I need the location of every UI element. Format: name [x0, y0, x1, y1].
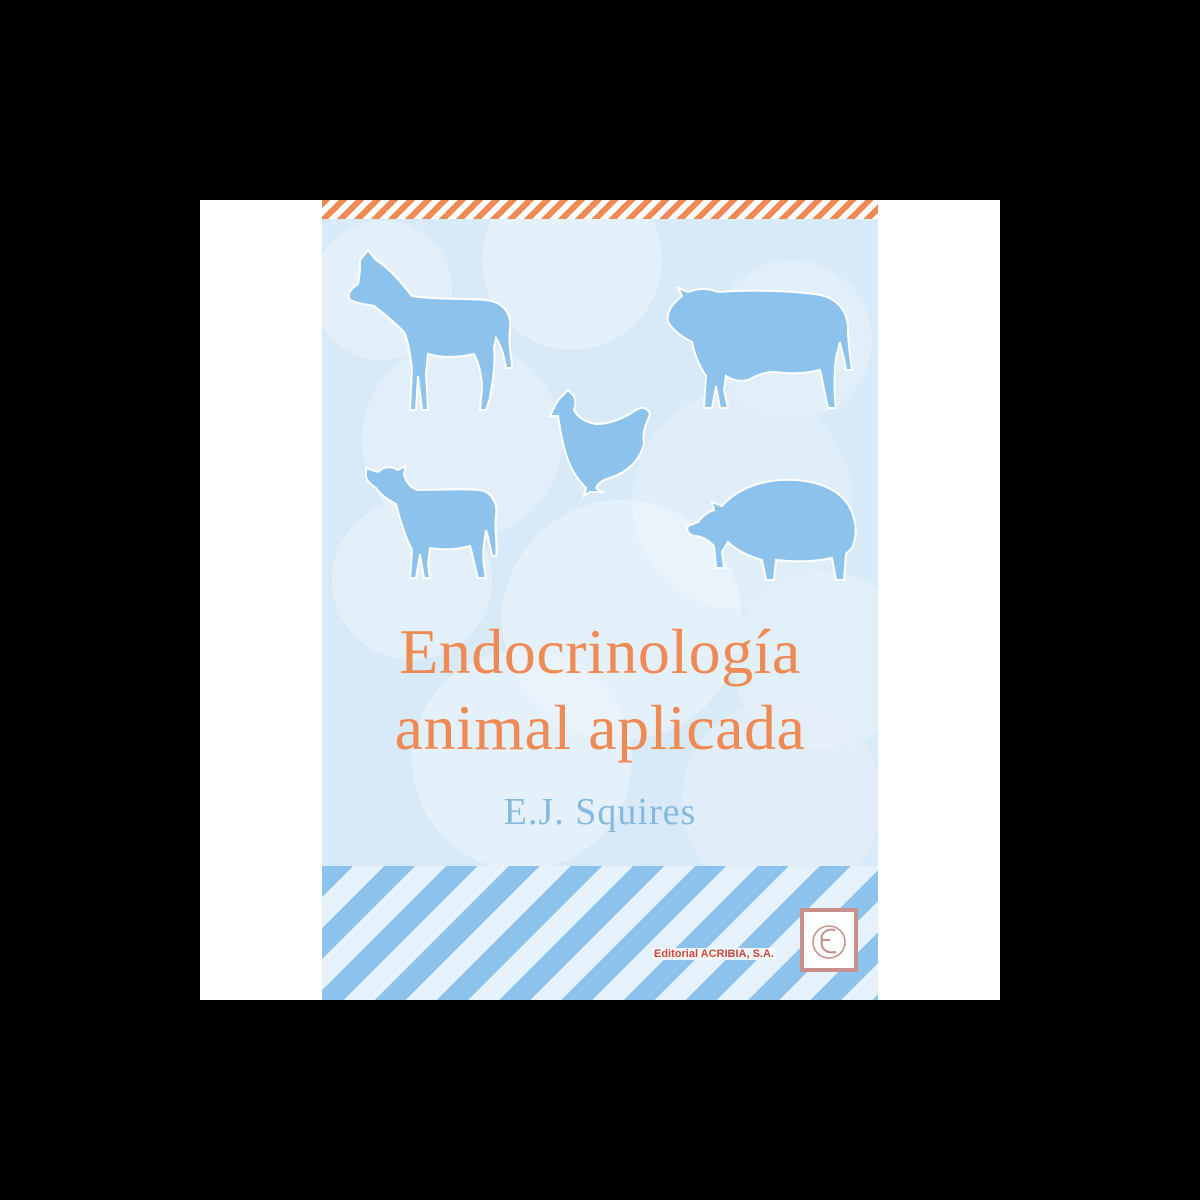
- pig-icon: [686, 478, 857, 581]
- top-orange-stripe: [322, 200, 878, 219]
- book-cover: Endocrinología animal aplicada E.J. Squi…: [322, 200, 878, 1000]
- book-author: E.J. Squires: [503, 791, 697, 833]
- calf-icon: [365, 464, 498, 579]
- bottom-blue-stripes: [322, 866, 878, 1000]
- horse-icon: [347, 248, 514, 411]
- publisher-logo-icon: [800, 908, 858, 972]
- bull-icon: [666, 286, 854, 409]
- publisher-name: Editorial ACRIBIA, S.A.: [652, 948, 776, 960]
- page-canvas: Endocrinología animal aplicada E.J. Squi…: [200, 200, 1000, 1000]
- hen-icon: [548, 388, 652, 499]
- book-title-line-1: Endocrinología: [399, 616, 801, 687]
- book-title-line-2: animal aplicada: [394, 692, 806, 763]
- book-title: Endocrinología animal aplicada: [322, 614, 878, 766]
